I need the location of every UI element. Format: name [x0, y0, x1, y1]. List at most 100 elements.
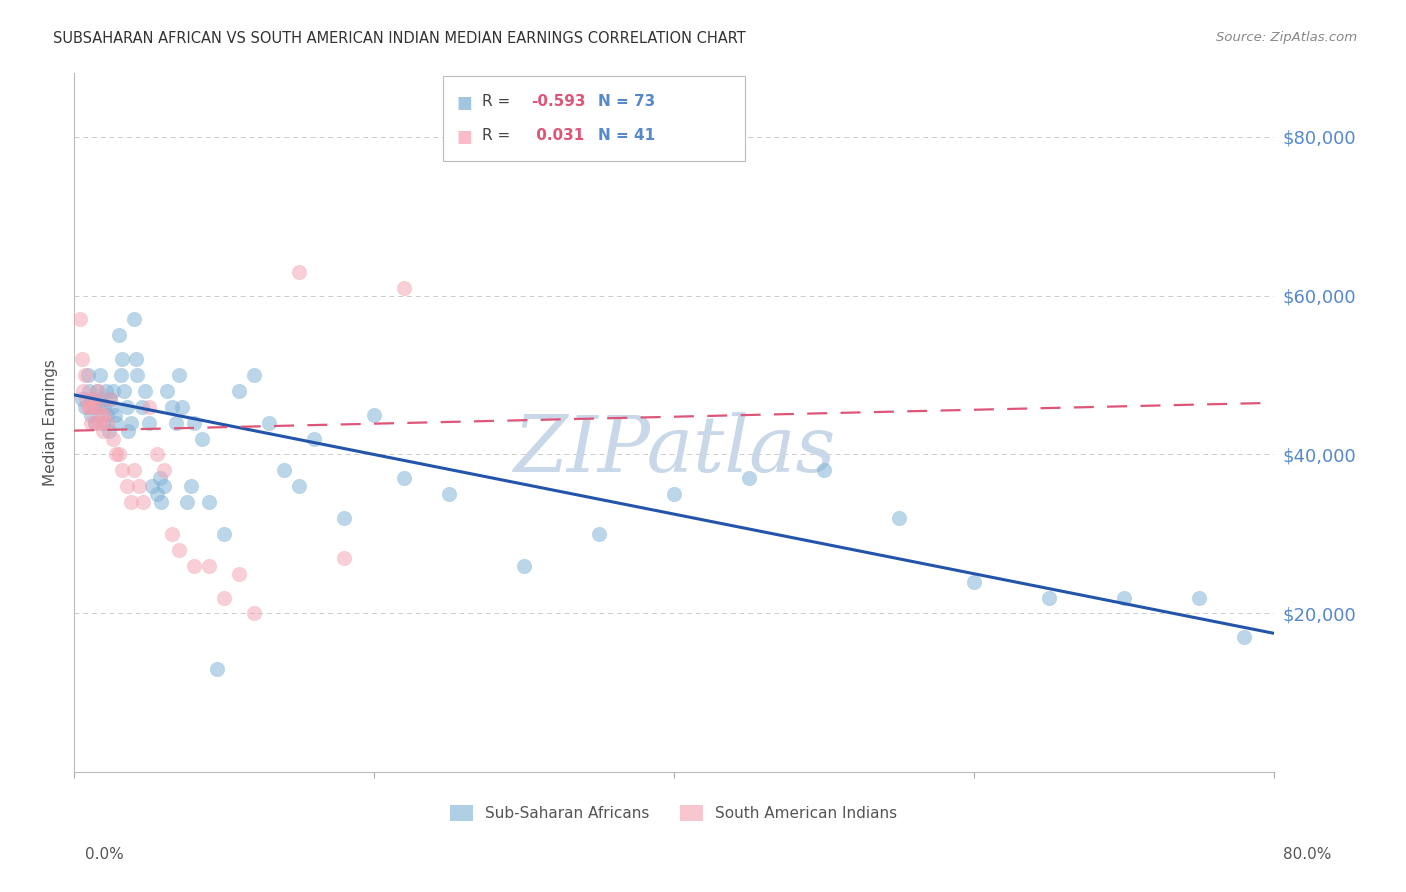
Point	[437, 487, 460, 501]
Point	[115, 400, 138, 414]
Point	[156, 384, 179, 398]
Point	[160, 527, 183, 541]
Point	[148, 471, 170, 485]
Point	[153, 479, 176, 493]
Point	[333, 511, 356, 525]
Point	[302, 432, 325, 446]
Point	[738, 471, 761, 485]
Point	[132, 495, 155, 509]
Point	[96, 408, 118, 422]
Point	[183, 558, 205, 573]
Point	[101, 384, 124, 398]
Point	[392, 471, 415, 485]
Point	[69, 312, 91, 326]
Text: ■: ■	[457, 94, 472, 112]
Point	[165, 416, 187, 430]
Point	[108, 448, 131, 462]
Point	[108, 328, 131, 343]
Point	[160, 400, 183, 414]
Text: R =: R =	[482, 94, 516, 109]
Point	[83, 392, 105, 406]
Text: Source: ZipAtlas.com: Source: ZipAtlas.com	[1216, 31, 1357, 45]
Point	[243, 368, 266, 382]
Point	[97, 424, 120, 438]
Point	[138, 416, 160, 430]
Point	[363, 408, 385, 422]
Point	[963, 574, 986, 589]
Point	[96, 416, 118, 430]
Point	[138, 400, 160, 414]
Y-axis label: Median Earnings: Median Earnings	[44, 359, 58, 486]
Point	[167, 368, 190, 382]
Point	[1038, 591, 1060, 605]
Point	[198, 495, 221, 509]
Point	[212, 527, 235, 541]
Point	[117, 424, 139, 438]
Point	[70, 352, 93, 367]
Point	[111, 463, 134, 477]
Point	[93, 400, 115, 414]
Point	[150, 495, 173, 509]
Point	[80, 392, 103, 406]
Text: N = 73: N = 73	[598, 94, 655, 109]
Point	[288, 479, 311, 493]
Point	[333, 550, 356, 565]
Point	[75, 392, 97, 406]
Point	[73, 400, 96, 414]
Point	[91, 424, 114, 438]
Point	[153, 463, 176, 477]
Point	[205, 662, 228, 676]
Point	[94, 384, 117, 398]
Point	[588, 527, 610, 541]
Point	[70, 392, 93, 406]
Legend: Sub-Saharan Africans, South American Indians: Sub-Saharan Africans, South American Ind…	[443, 797, 905, 829]
Point	[145, 487, 167, 501]
Point	[89, 416, 111, 430]
Point	[90, 408, 112, 422]
Text: ZIPatlas: ZIPatlas	[513, 412, 835, 489]
Point	[72, 384, 94, 398]
Point	[813, 463, 835, 477]
Point	[80, 400, 103, 414]
Point	[93, 408, 115, 422]
Point	[131, 400, 153, 414]
Point	[73, 368, 96, 382]
Point	[98, 392, 121, 406]
Point	[77, 384, 100, 398]
Point	[86, 384, 108, 398]
Point	[122, 463, 145, 477]
Point	[288, 265, 311, 279]
Point	[141, 479, 163, 493]
Point	[887, 511, 910, 525]
Point	[98, 392, 121, 406]
Point	[513, 558, 536, 573]
Point	[190, 432, 212, 446]
Point	[180, 479, 202, 493]
Point	[212, 591, 235, 605]
Point	[84, 416, 107, 430]
Point	[1188, 591, 1211, 605]
Point	[120, 495, 142, 509]
Point	[167, 542, 190, 557]
Text: SUBSAHARAN AFRICAN VS SOUTH AMERICAN INDIAN MEDIAN EARNINGS CORRELATION CHART: SUBSAHARAN AFRICAN VS SOUTH AMERICAN IND…	[53, 31, 747, 46]
Point	[87, 400, 110, 414]
Point	[87, 384, 110, 398]
Point	[115, 479, 138, 493]
Point	[145, 448, 167, 462]
Point	[105, 448, 128, 462]
Point	[170, 400, 193, 414]
Point	[125, 368, 148, 382]
Point	[128, 479, 150, 493]
Point	[112, 384, 135, 398]
Point	[1233, 630, 1256, 644]
Point	[105, 416, 128, 430]
Point	[257, 416, 280, 430]
Point	[122, 312, 145, 326]
Point	[120, 416, 142, 430]
Point	[76, 400, 98, 414]
Text: 0.0%: 0.0%	[84, 847, 124, 862]
Point	[91, 416, 114, 430]
Point	[243, 607, 266, 621]
Point	[110, 368, 132, 382]
Text: ■: ■	[457, 128, 472, 145]
